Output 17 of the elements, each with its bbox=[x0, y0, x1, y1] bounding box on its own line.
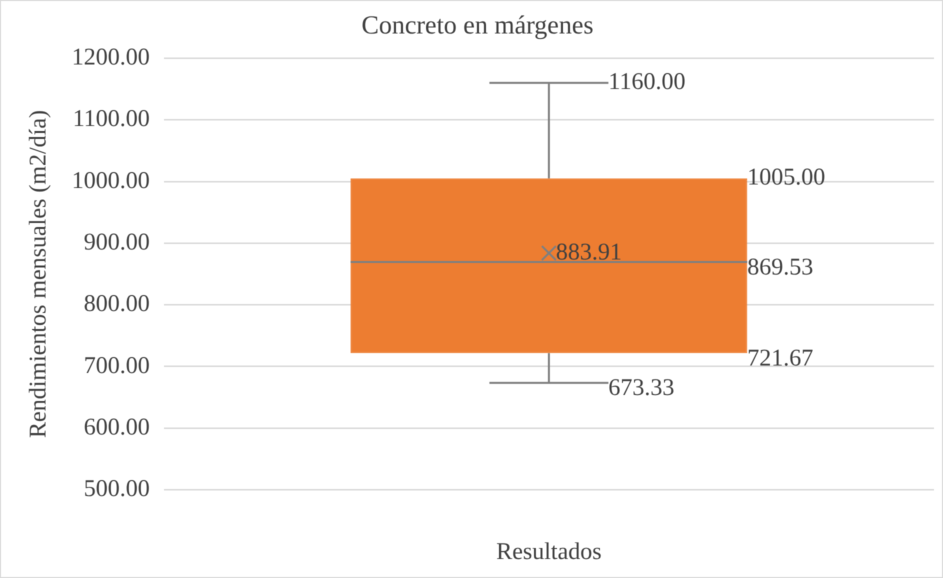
y-axis-title: Rendimientos mensuales (m2/día) bbox=[26, 110, 52, 438]
y-tick-label: 800.00 bbox=[84, 291, 150, 318]
y-tick-label: 900.00 bbox=[84, 229, 150, 256]
y-tick-label: 1200.00 bbox=[72, 44, 150, 70]
y-tick-label: 600.00 bbox=[84, 414, 150, 440]
x-axis-title: Resultados bbox=[496, 538, 602, 565]
annotation: 883.91 bbox=[556, 239, 622, 266]
y-tick-label: 1000.00 bbox=[72, 168, 150, 194]
y-tick-label: 700.00 bbox=[84, 352, 150, 379]
annotation: 869.53 bbox=[747, 254, 814, 280]
annotation: 1005.00 bbox=[747, 164, 826, 191]
chart-title: Concreto en márgenes bbox=[362, 10, 594, 40]
y-tick-label: 1100.00 bbox=[72, 106, 150, 132]
y-tick-label: 500.00 bbox=[84, 476, 150, 502]
annotation: 721.67 bbox=[747, 345, 814, 372]
annotation: 1160.00 bbox=[608, 69, 686, 96]
annotation: 673.33 bbox=[608, 375, 674, 402]
